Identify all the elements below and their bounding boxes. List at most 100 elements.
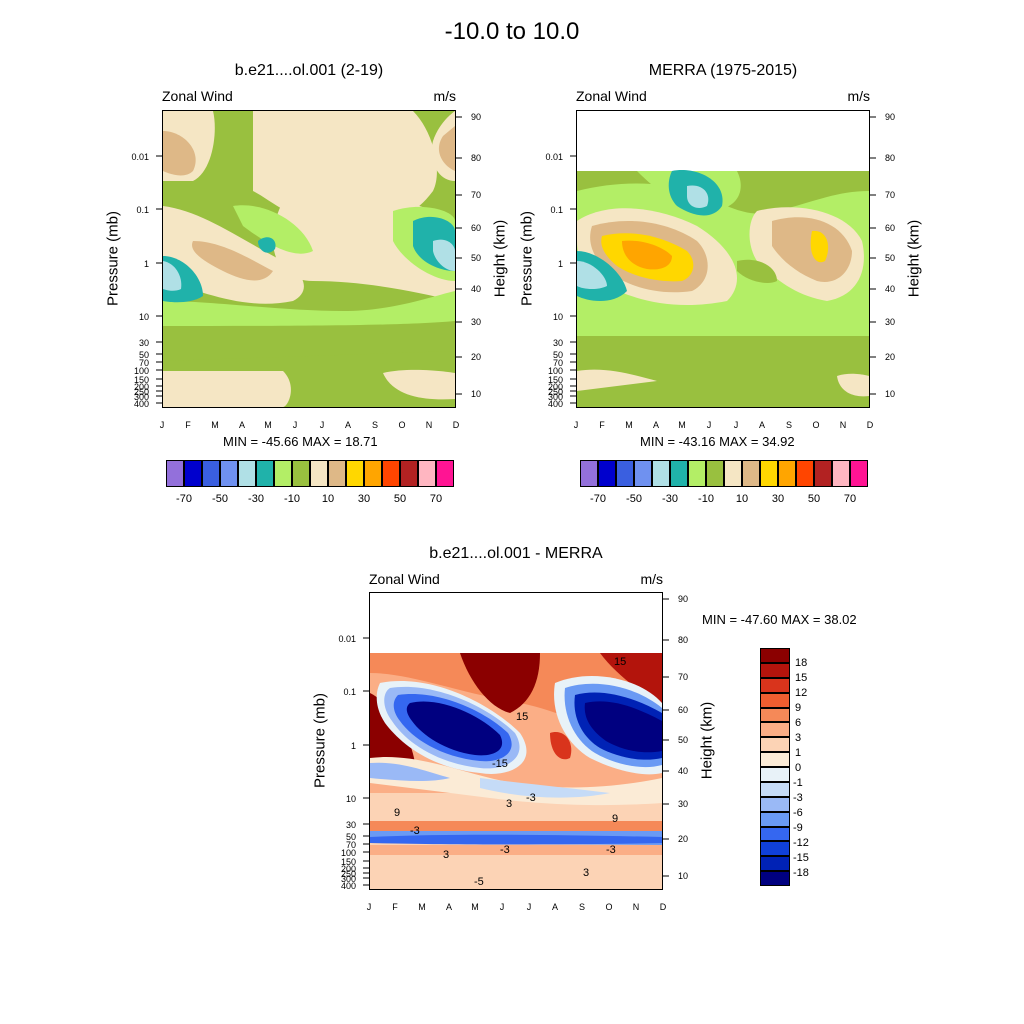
left-ytick: 0.1 xyxy=(136,205,149,215)
colorbar-cell xyxy=(760,722,790,738)
left-ytick: 300 xyxy=(133,392,149,402)
diff-ytick: 150 xyxy=(340,857,356,867)
right-height-tick: 20 xyxy=(885,352,896,362)
left-ytick: 0.01 xyxy=(131,152,149,162)
right-height-tick: 10 xyxy=(885,389,896,399)
colorbar-cell xyxy=(238,460,256,487)
diff-xtick: M xyxy=(418,902,426,912)
diff-height-tick: 20 xyxy=(678,834,689,844)
diff-tick-marks xyxy=(363,598,669,886)
diff-xtick: S xyxy=(578,902,585,912)
diff-colorbar-label: -9 xyxy=(793,822,803,834)
left-colorbar-label: 10 xyxy=(321,493,335,505)
right-colorbar-label: 10 xyxy=(735,493,749,505)
right-ytick: 300 xyxy=(547,392,563,402)
diff-xtick: F xyxy=(392,902,398,912)
diff-ytick: 70 xyxy=(345,840,356,850)
diff-height-tick: 10 xyxy=(678,871,689,881)
diff-colorbar-label: 15 xyxy=(795,672,808,684)
colorbar-cell xyxy=(760,662,790,678)
diff-ytick: 0.1 xyxy=(343,687,356,697)
right-colorbar-label: -30 xyxy=(662,493,678,505)
right-ytick: 10 xyxy=(552,312,563,322)
colorbar-cell xyxy=(598,460,616,487)
diff-colorbar-label: 18 xyxy=(795,657,808,669)
colorbar-cell xyxy=(760,752,790,767)
colorbar-cell xyxy=(832,460,850,487)
colorbar-cell xyxy=(202,460,220,487)
right-ytick: 70 xyxy=(552,358,563,368)
diff-xtick: A xyxy=(551,902,558,912)
contour-label: 15 xyxy=(614,656,627,668)
diff-xtick: M xyxy=(471,902,479,912)
colorbar-cell xyxy=(760,841,790,857)
diff-xtick: N xyxy=(632,902,640,912)
right-xtick: J xyxy=(706,420,712,430)
diff-ytick: 400 xyxy=(340,881,356,891)
diff-y-axis-label: Pressure (mb) xyxy=(311,692,329,789)
colorbar-cell xyxy=(760,737,790,753)
colorbar-cell xyxy=(166,460,184,487)
colorbar-cell xyxy=(778,460,796,487)
diff-colorbar-label: -1 xyxy=(793,777,803,789)
diff-height-tick: 80 xyxy=(678,635,689,645)
left-ytick: 200 xyxy=(133,382,149,392)
left-tick-marks xyxy=(156,116,462,404)
colorbar-cell xyxy=(400,460,418,487)
left-plot-area xyxy=(162,110,456,408)
colorbar-cell xyxy=(760,871,790,886)
left-ytick: 10 xyxy=(138,312,149,322)
right-colorbar-label: -50 xyxy=(626,493,642,505)
colorbar-cell xyxy=(760,856,790,872)
contour-label: -3 xyxy=(500,844,510,856)
diff-heatmap xyxy=(370,593,662,889)
contour-label: -15 xyxy=(492,758,508,770)
diff-height-axis-label: Height (km) xyxy=(698,701,716,780)
left-xtick: F xyxy=(185,420,191,430)
right-ytick: 200 xyxy=(547,382,563,392)
colorbar-cell xyxy=(742,460,760,487)
diff-colorbar-label: -15 xyxy=(793,852,809,864)
left-colorbar-label: 50 xyxy=(393,493,407,505)
left-colorbar-label: -10 xyxy=(284,493,300,505)
diff-colorbar-label: 12 xyxy=(795,687,808,699)
colorbar-cell xyxy=(760,767,790,782)
contour-label: -3 xyxy=(526,792,536,804)
diff-xtick: O xyxy=(605,902,613,912)
figure-title: -10.0 to 10.0 xyxy=(444,18,580,45)
colorbar-cell xyxy=(292,460,310,487)
right-height-tick: 70 xyxy=(885,190,896,200)
right-plot-area xyxy=(576,110,870,408)
right-xtick: A xyxy=(652,420,659,430)
left-min-max: MIN = -45.66 MAX = 18.71 xyxy=(223,434,378,449)
right-xtick: D xyxy=(866,420,874,430)
contour-label: 15 xyxy=(516,711,529,723)
left-xtick: J xyxy=(292,420,298,430)
diff-xtick: J xyxy=(366,902,372,912)
left-height-tick: 80 xyxy=(471,153,482,163)
contour-label: 3 xyxy=(583,867,590,879)
contour-label: -3 xyxy=(410,825,420,837)
colorbar-cell xyxy=(220,460,238,487)
diff-height-tick: 90 xyxy=(678,594,689,604)
colorbar-cell xyxy=(364,460,382,487)
diff-min-max: MIN = -47.60 MAX = 38.02 xyxy=(702,612,857,627)
colorbar-cell xyxy=(274,460,292,487)
right-units-label: m/s xyxy=(847,88,870,104)
right-colorbar xyxy=(580,460,868,487)
left-ytick: 150 xyxy=(133,375,149,385)
diff-colorbar xyxy=(760,648,790,886)
left-xtick: J xyxy=(159,420,165,430)
right-zonal-wind-label: Zonal Wind xyxy=(576,88,647,104)
left-height-tick: 70 xyxy=(471,190,482,200)
right-ytick: 250 xyxy=(547,387,563,397)
right-ytick: 400 xyxy=(547,399,563,409)
colorbar-cell xyxy=(796,460,814,487)
right-height-tick: 40 xyxy=(885,284,896,294)
right-xtick: J xyxy=(733,420,739,430)
left-height-tick: 40 xyxy=(471,284,482,294)
right-y-axis-label: Pressure (mb) xyxy=(518,210,536,307)
right-xtick: A xyxy=(758,420,765,430)
left-ytick: 100 xyxy=(133,366,149,376)
left-ytick: 30 xyxy=(138,338,149,348)
